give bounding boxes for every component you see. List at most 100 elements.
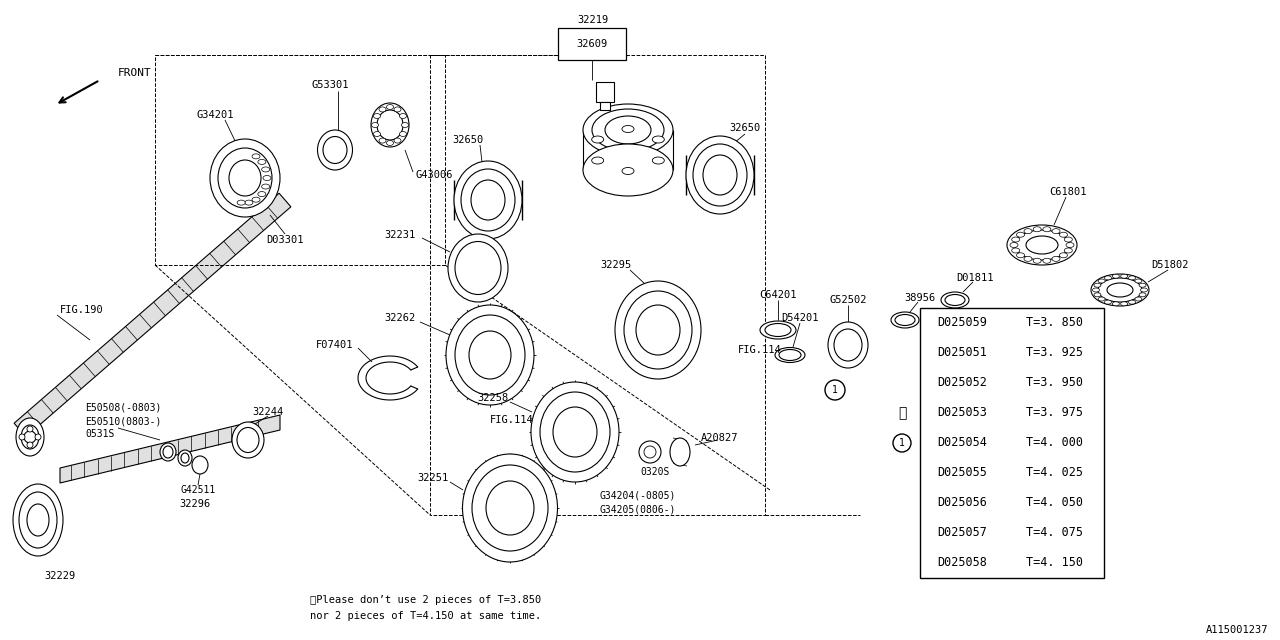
Ellipse shape <box>1033 259 1041 263</box>
Text: 32650: 32650 <box>452 135 484 145</box>
Ellipse shape <box>192 456 207 474</box>
Ellipse shape <box>394 107 401 112</box>
Text: T=3. 975: T=3. 975 <box>1025 406 1083 419</box>
Ellipse shape <box>371 103 410 147</box>
Polygon shape <box>14 193 291 436</box>
Ellipse shape <box>1140 288 1147 292</box>
Ellipse shape <box>1024 257 1032 261</box>
Ellipse shape <box>244 200 253 205</box>
Ellipse shape <box>703 155 737 195</box>
Ellipse shape <box>614 281 701 379</box>
Ellipse shape <box>472 465 548 551</box>
Ellipse shape <box>1027 236 1059 254</box>
Text: D025054: D025054 <box>937 436 987 449</box>
Text: E50508(-0803): E50508(-0803) <box>84 403 161 413</box>
Text: T=3. 850: T=3. 850 <box>1025 317 1083 330</box>
Ellipse shape <box>1064 248 1073 253</box>
Ellipse shape <box>1043 227 1051 232</box>
Ellipse shape <box>229 160 261 196</box>
Ellipse shape <box>582 104 673 156</box>
Ellipse shape <box>540 392 611 472</box>
Ellipse shape <box>261 167 270 172</box>
Text: 0531S: 0531S <box>84 429 114 439</box>
Ellipse shape <box>1121 302 1128 306</box>
Circle shape <box>639 441 660 463</box>
Ellipse shape <box>1015 230 1069 260</box>
Circle shape <box>826 380 845 400</box>
Ellipse shape <box>1091 274 1149 306</box>
Ellipse shape <box>1060 253 1068 258</box>
Text: A115001237: A115001237 <box>1206 625 1268 635</box>
Circle shape <box>35 434 41 440</box>
Text: 0320S: 0320S <box>640 467 669 477</box>
Ellipse shape <box>379 138 387 143</box>
Text: ※Please don’t use 2 pieces of T=3.850: ※Please don’t use 2 pieces of T=3.850 <box>310 595 541 605</box>
Text: T=3. 925: T=3. 925 <box>1025 346 1083 360</box>
Ellipse shape <box>178 450 192 466</box>
Ellipse shape <box>835 329 861 361</box>
Ellipse shape <box>399 113 407 118</box>
Text: G53301: G53301 <box>311 80 348 90</box>
Text: 32231: 32231 <box>384 230 416 240</box>
Ellipse shape <box>891 312 919 328</box>
Ellipse shape <box>323 136 347 163</box>
Ellipse shape <box>945 294 965 305</box>
Ellipse shape <box>454 161 522 239</box>
Bar <box>558 28 626 60</box>
Ellipse shape <box>471 180 506 220</box>
Ellipse shape <box>462 454 558 562</box>
Ellipse shape <box>160 443 177 461</box>
Ellipse shape <box>20 425 38 449</box>
Text: 32262: 32262 <box>384 313 416 323</box>
Ellipse shape <box>653 136 664 143</box>
Ellipse shape <box>387 141 393 145</box>
Text: D025055: D025055 <box>937 467 987 479</box>
Ellipse shape <box>468 331 511 379</box>
Circle shape <box>19 434 26 440</box>
Ellipse shape <box>591 136 604 143</box>
Ellipse shape <box>622 125 634 132</box>
Text: D54201: D54201 <box>781 313 819 323</box>
Ellipse shape <box>686 136 754 214</box>
Ellipse shape <box>1112 274 1119 278</box>
Text: G43006: G43006 <box>415 170 453 180</box>
Ellipse shape <box>180 453 189 463</box>
Ellipse shape <box>765 323 791 337</box>
Text: nor 2 pieces of T=4.150 at same time.: nor 2 pieces of T=4.150 at same time. <box>310 611 541 621</box>
Ellipse shape <box>1094 284 1101 287</box>
Text: 32229: 32229 <box>45 571 76 581</box>
Ellipse shape <box>257 191 266 196</box>
Ellipse shape <box>1066 243 1074 248</box>
Ellipse shape <box>1139 292 1146 297</box>
Text: D03301: D03301 <box>266 235 303 245</box>
Ellipse shape <box>1105 300 1111 304</box>
Text: 1: 1 <box>832 385 838 395</box>
Ellipse shape <box>1007 225 1076 265</box>
Ellipse shape <box>553 407 596 457</box>
Ellipse shape <box>262 175 271 180</box>
Text: C64201: C64201 <box>759 290 796 300</box>
Ellipse shape <box>1016 232 1024 237</box>
Ellipse shape <box>531 382 620 482</box>
Ellipse shape <box>1135 297 1142 301</box>
Text: F07401: F07401 <box>316 340 353 350</box>
Text: 32244: 32244 <box>252 407 284 417</box>
Ellipse shape <box>1129 276 1135 280</box>
Circle shape <box>644 446 657 458</box>
Ellipse shape <box>605 116 652 144</box>
Ellipse shape <box>1010 243 1018 248</box>
Ellipse shape <box>1135 279 1142 283</box>
Ellipse shape <box>1105 276 1111 280</box>
Text: G34205(0806-): G34205(0806-) <box>600 505 676 515</box>
Ellipse shape <box>237 200 246 205</box>
Ellipse shape <box>252 197 260 202</box>
Ellipse shape <box>1107 283 1133 297</box>
Circle shape <box>27 426 33 432</box>
Ellipse shape <box>1112 302 1119 306</box>
Ellipse shape <box>1052 228 1060 234</box>
Text: 32251: 32251 <box>417 473 448 483</box>
Text: 32650: 32650 <box>730 123 760 133</box>
Ellipse shape <box>1043 259 1051 263</box>
Ellipse shape <box>1098 279 1105 283</box>
Ellipse shape <box>378 110 403 140</box>
